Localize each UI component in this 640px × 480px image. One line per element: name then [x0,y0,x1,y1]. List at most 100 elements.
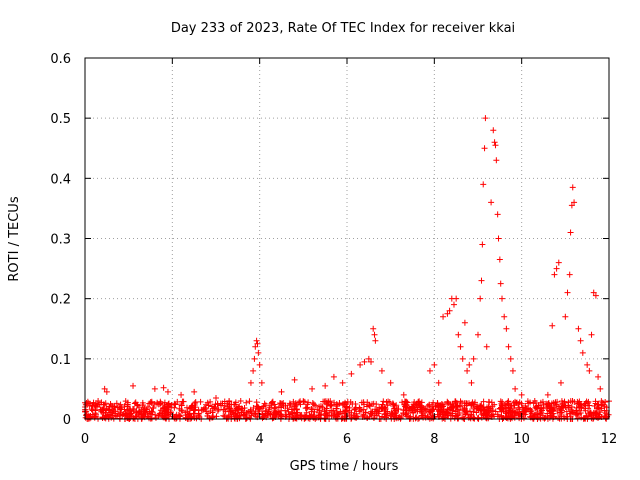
data-point [456,409,463,416]
data-point [368,358,375,365]
data-point [542,414,549,421]
data-point [286,400,293,407]
data-point [507,355,514,362]
data-point [191,400,198,407]
data-point [278,412,285,419]
data-point [457,398,464,405]
data-point [566,271,573,278]
data-point [503,410,510,417]
data-point [389,400,396,407]
data-point [507,407,514,414]
data-point [579,349,586,356]
data-point [250,367,257,374]
data-point [92,407,99,414]
data-point [117,412,124,419]
data-point [571,399,578,406]
data-point [232,410,239,417]
data-point [165,407,172,414]
data-point [447,401,454,408]
data-point [308,408,315,415]
data-point [325,398,332,405]
data-point [253,337,260,344]
data-point [588,331,595,338]
data-point [277,415,284,422]
data-point [424,403,431,410]
data-point [372,337,379,344]
data-point [253,399,260,406]
data-point [251,355,258,362]
data-point [388,409,395,416]
data-point [320,398,327,405]
data-point [195,410,202,417]
data-point [335,410,342,417]
data-point [488,407,495,414]
data-point [584,361,591,368]
data-point [423,407,430,414]
data-point [132,399,139,406]
data-point [444,412,451,419]
data-point [148,415,155,422]
data-point [562,403,569,410]
data-point [157,400,164,407]
data-point [555,415,562,422]
data-point [373,407,380,414]
data-point [280,400,287,407]
data-point [553,401,560,408]
data-point [86,402,93,409]
data-point [103,407,110,414]
data-point [110,407,117,414]
data-point [262,402,269,409]
data-point [343,410,350,417]
data-point [558,398,565,405]
chart-title: Day 233 of 2023, Rate Of TEC Index for r… [171,21,515,36]
data-point [547,405,554,412]
data-point [522,403,529,410]
y-tick-label: 0.2 [50,293,71,308]
x-tick-label: 4 [256,432,264,447]
data-point [568,403,575,410]
data-point [515,401,522,408]
data-point [595,404,602,411]
data-point [331,399,338,406]
data-point [107,400,114,407]
data-point [434,400,441,407]
data-point [228,401,235,408]
data-point [558,404,565,411]
data-point [495,235,502,242]
data-point [558,407,565,414]
data-point [601,407,608,414]
data-point [339,402,346,409]
data-point [373,401,380,408]
data-point [243,414,250,421]
data-point [410,404,417,411]
data-point [102,412,109,419]
data-point [312,402,319,409]
data-point [475,331,481,338]
data-point [214,401,221,408]
data-point [291,403,298,410]
data-point [246,398,253,405]
data-point [304,404,311,411]
data-point [454,415,461,422]
data-point [488,413,495,420]
data-point [379,401,386,408]
data-point [459,355,466,362]
data-point [516,406,523,413]
data-point [176,405,183,412]
data-point [497,280,504,287]
data-point [130,415,137,422]
data-point [334,412,341,419]
data-point [303,405,310,412]
data-point [200,406,207,413]
data-point [313,414,320,421]
data-point [515,404,522,411]
data-point [83,412,90,419]
data-point [585,405,592,412]
data-point [551,271,558,278]
data-point [348,409,355,416]
data-point [106,403,113,410]
y-tick-label: 0.4 [50,172,71,187]
data-point [131,400,138,407]
data-point [520,409,527,416]
data-point [113,400,120,407]
